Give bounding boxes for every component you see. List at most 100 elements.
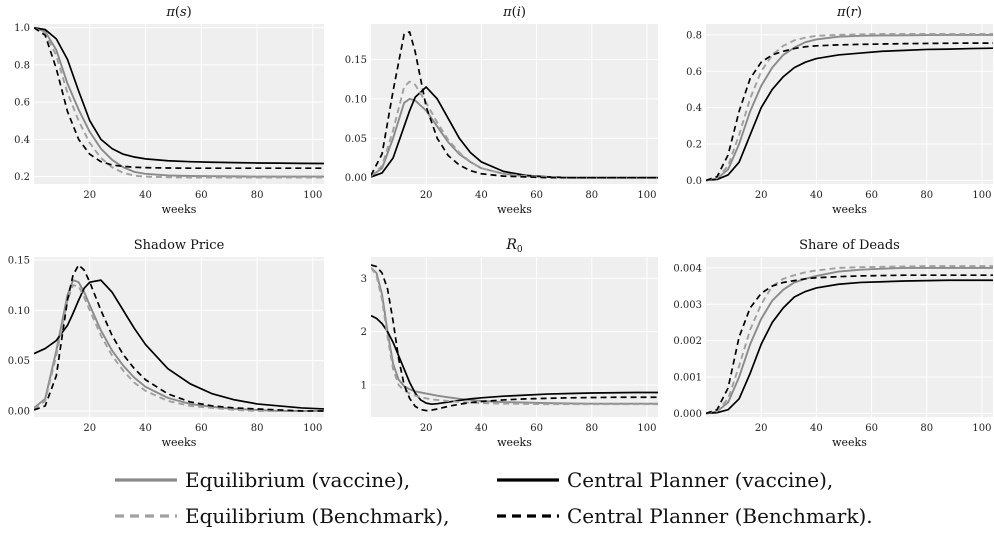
x-tick-label: 60 <box>195 423 208 434</box>
y-tick-label: 0.2 <box>14 172 30 183</box>
legend-swatch-equilibrium-benchmark <box>115 514 177 518</box>
x-tick-label: 60 <box>530 423 543 434</box>
x-tick-label: 100 <box>972 190 991 201</box>
series-line-equilibrium-benchmark <box>706 33 993 182</box>
x-tick-label: 20 <box>83 423 96 434</box>
y-tick-label: 0.6 <box>686 67 702 78</box>
legend-item-planner-benchmark: Central Planner (Benchmark). <box>497 501 873 531</box>
y-tick-label: 0.15 <box>8 256 30 267</box>
y-tick-label: 0.15 <box>345 55 367 66</box>
subplot-3: 20 40 60 80 100 0.0 0.2 0.4 0.6 0.8 weeks π(r) <box>686 5 993 216</box>
legend-label-equilibrium-vaccine: Equilibrium (vaccine), <box>185 468 411 492</box>
x-tick-label: 40 <box>139 423 152 434</box>
subplot-1: 20 40 60 80 100 0.2 0.4 0.6 0.8 1.0 weeks π(s) <box>14 5 324 216</box>
x-axis-label: weeks <box>162 203 197 216</box>
legend: Equilibrium (vaccine), Central Planner (… <box>0 458 994 537</box>
series-line-central-planner-vaccine <box>371 86 658 179</box>
legend-label-planner-benchmark: Central Planner (Benchmark). <box>567 504 873 528</box>
y-tick-label: 0.6 <box>14 98 30 109</box>
y-tick-label: 1 <box>361 381 367 392</box>
y-tick-label: 0.2 <box>686 140 702 151</box>
y-tick-label: 0.05 <box>345 134 367 145</box>
x-axis-label: weeks <box>832 203 867 216</box>
series-line-equilibrium-vaccine <box>371 266 658 405</box>
x-tick-label: 100 <box>972 423 991 434</box>
x-tick-label: 100 <box>637 423 656 434</box>
subplot-4: 20 40 60 80 100 0.00 0.05 0.10 0.15 weeks Shadow P… <box>8 238 324 449</box>
series-line-equilibrium-benchmark <box>706 265 993 415</box>
plot-area <box>34 257 324 417</box>
x-tick-label: 80 <box>251 423 264 434</box>
plot-area <box>371 24 658 184</box>
y-tick-label: 0.8 <box>14 60 30 71</box>
subplot-title: Share of Deads <box>799 238 900 253</box>
x-tick-label: 80 <box>251 190 264 201</box>
legend-label-equilibrium-benchmark: Equilibrium (Benchmark), <box>185 504 450 528</box>
x-tick-label: 20 <box>420 423 433 434</box>
y-tick-label: 0.001 <box>673 373 702 384</box>
y-tick-label: 0.00 <box>8 406 30 417</box>
x-tick-label: 80 <box>920 423 933 434</box>
y-tick-label: 0.10 <box>8 306 30 317</box>
y-tick-label: 0.000 <box>673 409 702 420</box>
x-tick-label: 100 <box>637 190 656 201</box>
legend-label-planner-vaccine: Central Planner (vaccine), <box>567 468 834 492</box>
y-tick-label: 0.0 <box>686 176 702 187</box>
y-tick-label: 0.003 <box>673 300 702 311</box>
legend-swatch-planner-benchmark <box>497 514 559 518</box>
series-line-central-planner-benchmark <box>371 264 658 412</box>
x-tick-label: 20 <box>755 190 768 201</box>
y-tick-label: 0.004 <box>673 263 702 274</box>
y-tick-label: 2 <box>361 327 367 338</box>
plot-area <box>371 257 658 417</box>
subplot-title: R0 <box>505 237 523 255</box>
x-axis-label: weeks <box>832 436 867 449</box>
x-tick-label: 60 <box>530 190 543 201</box>
x-axis-label: weeks <box>497 436 532 449</box>
x-tick-label: 40 <box>139 190 152 201</box>
series-line-central-planner-vaccine <box>706 47 993 182</box>
series-line-central-planner-benchmark <box>706 274 993 415</box>
legend-item-planner-vaccine: Central Planner (vaccine), <box>497 465 833 495</box>
series-line-central-planner-vaccine <box>371 314 658 406</box>
series-line-central-planner-vaccine <box>706 279 993 415</box>
x-tick-label: 100 <box>303 423 322 434</box>
series-line-central-planner-benchmark <box>34 27 324 170</box>
y-tick-label: 3 <box>361 274 367 285</box>
legend-item-equilibrium-vaccine: Equilibrium (vaccine), <box>115 465 410 495</box>
y-tick-label: 0.4 <box>686 103 702 114</box>
subplot-6: 20 40 60 80 100 0.000 0.001 0.002 0.003 0.004 week… <box>673 238 993 449</box>
series-line-central-planner-vaccine <box>34 26 324 165</box>
subplot-5: 20 40 60 80 100 1 2 3 weeks R0 <box>361 237 658 449</box>
y-tick-label: 0.10 <box>345 94 367 105</box>
series-line-equilibrium-benchmark <box>34 26 324 179</box>
x-tick-label: 20 <box>755 423 768 434</box>
legend-swatch-planner-vaccine <box>497 478 559 482</box>
legend-item-equilibrium-benchmark: Equilibrium (Benchmark), <box>115 501 449 531</box>
series-line-equilibrium-benchmark <box>371 267 658 406</box>
series-line-central-planner-benchmark <box>34 264 324 412</box>
x-tick-label: 60 <box>865 190 878 201</box>
x-tick-label: 60 <box>195 190 208 201</box>
subplot-title: Shadow Price <box>134 238 225 253</box>
y-tick-label: 0.002 <box>673 336 702 347</box>
x-tick-label: 40 <box>810 423 823 434</box>
plot-area <box>34 24 324 184</box>
x-tick-label: 80 <box>920 190 933 201</box>
x-tick-label: 20 <box>420 190 433 201</box>
x-axis-label: weeks <box>162 436 197 449</box>
x-axis-label: weeks <box>497 203 532 216</box>
subplot-title: π(s) <box>165 5 191 20</box>
subplot-2: 20 40 60 80 100 0.00 0.05 0.10 0.15 weeks π(i) <box>345 5 658 216</box>
subplot-title: π(r) <box>836 5 862 20</box>
y-tick-label: 0.8 <box>686 30 702 41</box>
legend-swatch-equilibrium-vaccine <box>115 478 177 482</box>
subplot-title: π(i) <box>502 5 526 20</box>
y-tick-label: 1.0 <box>14 23 30 34</box>
x-tick-label: 100 <box>303 190 322 201</box>
x-tick-label: 40 <box>475 190 488 201</box>
x-tick-label: 60 <box>865 423 878 434</box>
x-tick-label: 40 <box>475 423 488 434</box>
y-tick-label: 0.4 <box>14 135 30 146</box>
